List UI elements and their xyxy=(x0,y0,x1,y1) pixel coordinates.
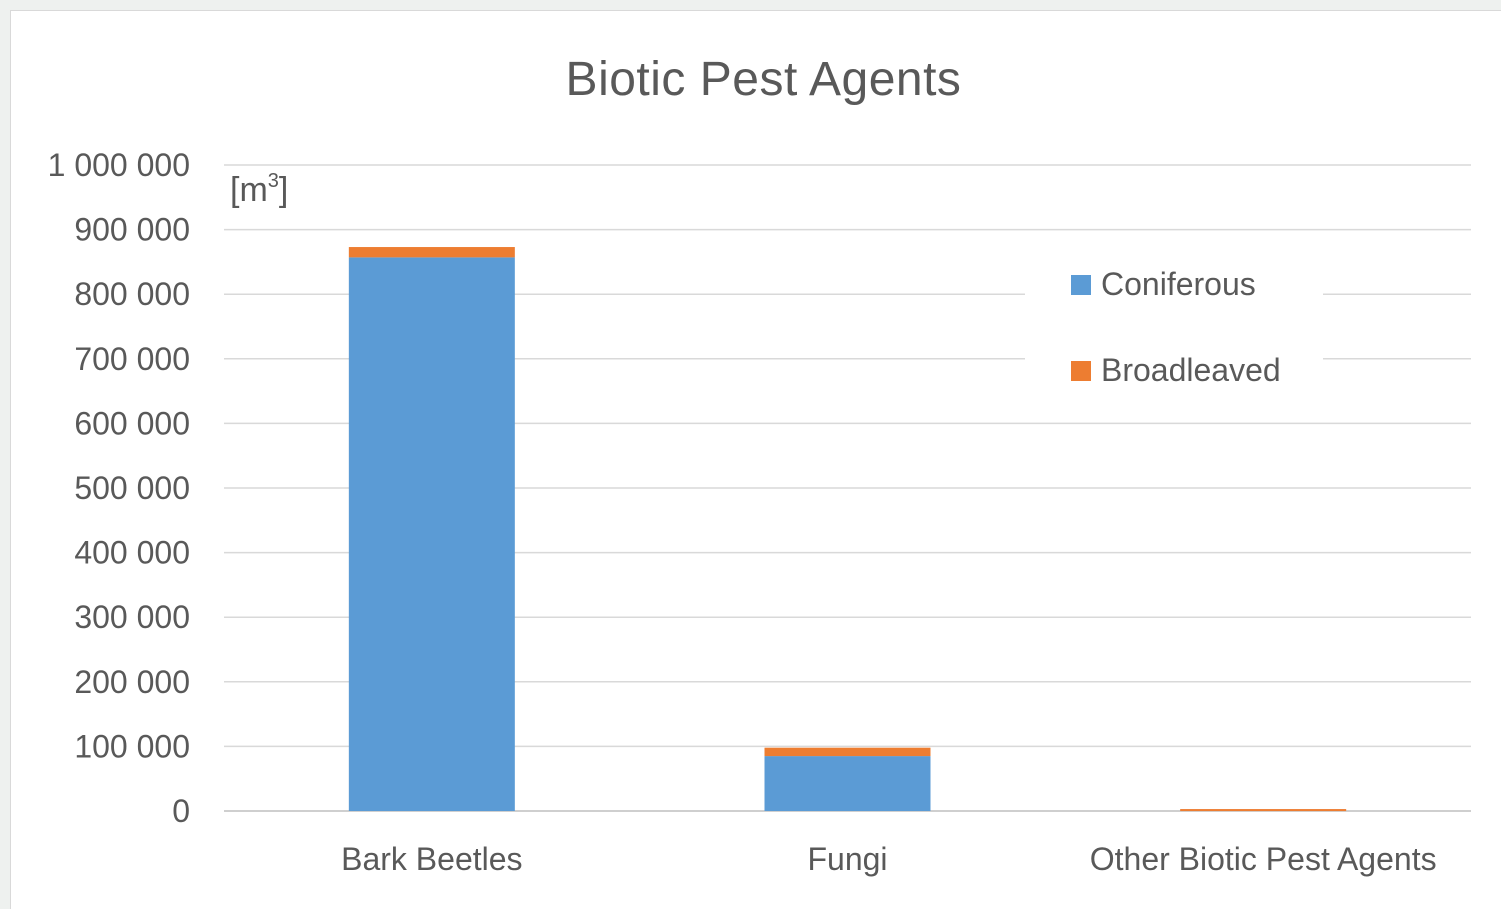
y-tick-label: 0 xyxy=(172,793,190,829)
legend-swatch-broadleaved xyxy=(1071,360,1091,381)
x-category-label: Fungi xyxy=(807,841,887,877)
legend-item-broadleaved: Broadleaved xyxy=(1071,352,1281,389)
bar-broadleaved xyxy=(764,747,931,757)
y-tick-label: 1 000 000 xyxy=(48,147,190,183)
chart-title: Biotic Pest Agents xyxy=(565,53,962,106)
legend-item-coniferous: Coniferous xyxy=(1071,266,1256,303)
bar-broadleaved xyxy=(1180,809,1347,812)
y-tick-label: 900 000 xyxy=(74,212,190,248)
legend-label-broadleaved: Broadleaved xyxy=(1101,352,1281,388)
y-tick-label: 300 000 xyxy=(74,599,190,635)
legend-swatch-coniferous xyxy=(1071,274,1091,295)
bar-coniferous xyxy=(764,756,931,811)
bar-broadleaved xyxy=(348,247,515,258)
bar-coniferous xyxy=(348,257,515,811)
y-tick-label: 500 000 xyxy=(74,470,190,506)
y-tick-label: 800 000 xyxy=(74,276,190,312)
unit-base: [m xyxy=(230,171,268,209)
legend: Coniferous Broadleaved xyxy=(1025,258,1323,398)
y-tick-label: 700 000 xyxy=(74,341,190,377)
x-category-label: Bark Beetles xyxy=(341,841,522,877)
y-tick-label: 400 000 xyxy=(74,535,190,571)
chart-frame xyxy=(10,10,1501,909)
unit-end: ] xyxy=(278,171,289,209)
legend-label-coniferous: Coniferous xyxy=(1101,266,1256,302)
y-tick-label: 100 000 xyxy=(74,728,190,764)
x-category-label: Other Biotic Pest Agents xyxy=(1090,841,1437,877)
y-tick-label: 200 000 xyxy=(74,664,190,700)
y-tick-label: 600 000 xyxy=(74,405,190,441)
unit-superscript: 3 xyxy=(267,170,279,192)
y-unit-label: [m3] xyxy=(230,170,288,210)
